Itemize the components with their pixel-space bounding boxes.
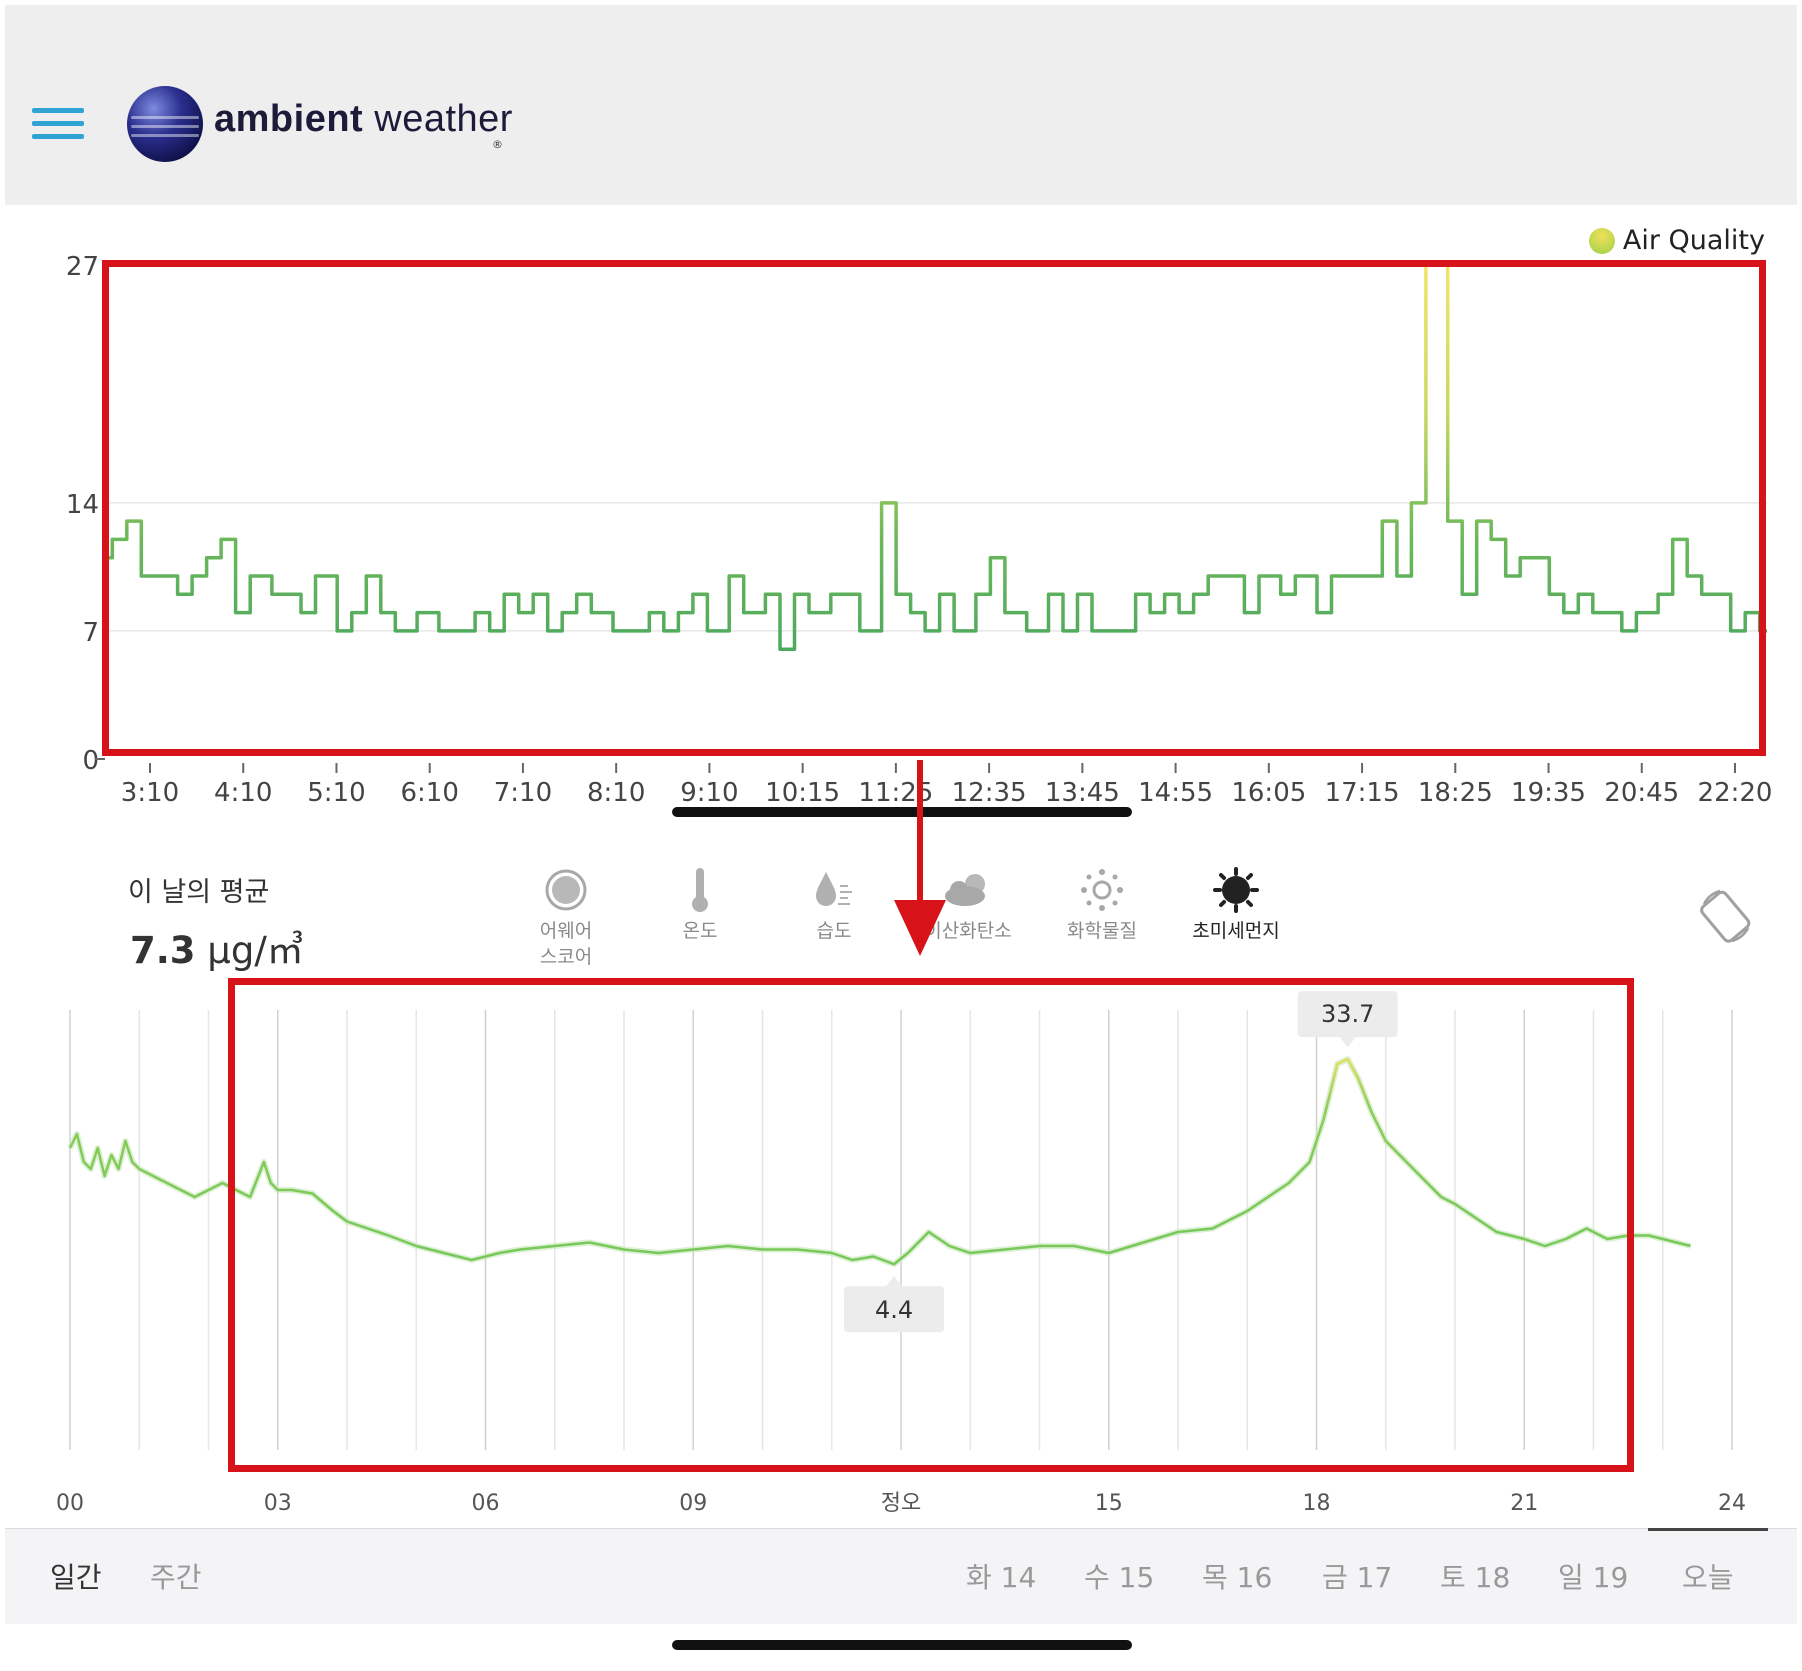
day-tab-fri[interactable]: 금 17	[1322, 1561, 1393, 1594]
metric-label: 화학물질	[1067, 920, 1137, 942]
x-tick-label: 06	[472, 1491, 500, 1516]
min-callout-pointer	[886, 1276, 903, 1287]
thermometer-icon	[692, 868, 708, 912]
air-quality-line-chart: 0 7 14 27 3:10 4:10 5:10 6:10 7:10 8:10 9:10 10:15 1…	[66, 252, 1773, 808]
min-callout-box	[844, 1286, 945, 1333]
x-tick-label: 9:10	[680, 778, 738, 808]
day-tab-wed[interactable]: 수 15	[1084, 1561, 1155, 1594]
max-value-label: 33.7	[1321, 1000, 1374, 1028]
x-tick-label: 20:45	[1604, 778, 1679, 808]
divider	[5, 1528, 1797, 1529]
pm25-icon	[1213, 867, 1259, 913]
tab-weekly[interactable]: 주간	[150, 1561, 202, 1594]
x-tick-label: 03	[264, 1491, 292, 1516]
tab-daily[interactable]: 일간	[50, 1561, 102, 1594]
x-tick-label: 정오	[881, 1491, 921, 1516]
x-tick-label: 8:10	[587, 778, 645, 808]
app-header	[5, 5, 1797, 205]
x-tick-label: 18	[1303, 1491, 1331, 1516]
chemical-icon	[1081, 869, 1123, 911]
metric-label: 습도	[816, 920, 852, 942]
metric-label: 온도	[682, 920, 718, 942]
air-quality-chart-panel: 0 7 14 27 3:10 4:10 5:10 6:10 7:10 8:10 9:10 10:15 1…	[5, 205, 1797, 831]
x-tick-label: 22:20	[1698, 778, 1773, 808]
x-tick-label: 12:35	[952, 778, 1027, 808]
x-tick-label: 19:35	[1511, 778, 1586, 808]
x-tick-label: 00	[56, 1491, 84, 1516]
rotate-screen-icon[interactable]	[1696, 886, 1756, 946]
x-tick-label: 13:45	[1045, 778, 1120, 808]
x-tick-label: 21	[1510, 1491, 1538, 1516]
metric-co2[interactable]: 이산화탄소	[908, 862, 1028, 944]
highlight-box-bottom	[228, 978, 1634, 1472]
y-tick-label: 0	[82, 746, 99, 776]
period-tabs-bar	[5, 1529, 1797, 1624]
x-tick-label: 15	[1095, 1491, 1123, 1516]
metric-temperature[interactable]: 온도	[640, 862, 760, 944]
pm25-series-line	[68, 1057, 1691, 1266]
x-tick-label: 09	[679, 1491, 707, 1516]
air-quality-series-line	[105, 263, 1767, 651]
x-tick-label: 14:55	[1138, 778, 1213, 808]
awair-score-icon	[545, 869, 587, 911]
min-value-label: 4.4	[875, 1296, 913, 1324]
day-tab-sat[interactable]: 토 18	[1440, 1561, 1511, 1594]
x-tick-label: 24	[1718, 1491, 1746, 1516]
x-tick-label: 16:05	[1231, 778, 1306, 808]
day-tab-today[interactable]: 오늘	[1682, 1561, 1734, 1594]
humidity-drop-icon	[816, 872, 852, 906]
x-tick-label: 4:10	[214, 778, 272, 808]
ambient-weather-logo-icon	[127, 86, 203, 162]
y-tick-label: 7	[82, 618, 99, 648]
active-tab-underline	[1648, 1528, 1768, 1531]
x-tick-label: 18:25	[1418, 778, 1493, 808]
cloud-co2-icon	[945, 874, 985, 906]
logo-text: ambient weather	[214, 98, 513, 140]
daily-average-value: 7.3 μg/㎥	[130, 929, 304, 972]
metric-chemicals[interactable]: 화학물질	[1042, 862, 1162, 944]
metric-label: 어웨어 스코어	[539, 920, 593, 968]
hamburger-menu-icon[interactable]	[32, 108, 84, 140]
day-tab-sun[interactable]: 일 19	[1558, 1561, 1629, 1594]
x-tick-label: 10:15	[765, 778, 840, 808]
home-indicator	[672, 1640, 1132, 1650]
max-callout-pointer	[1339, 1037, 1356, 1048]
highlight-box-top	[102, 260, 1766, 756]
chart-legend[interactable]: Air Quality	[1588, 225, 1765, 256]
metric-awair-score[interactable]: 어웨어 스코어	[506, 862, 626, 970]
x-tick-label: 7:10	[494, 778, 552, 808]
air-quality-legend-dot-icon	[1588, 227, 1615, 254]
metric-pm25[interactable]: 초미세먼지	[1176, 862, 1296, 944]
pm25-daily-chart: 33.7 4.4 00 03 06 09 정오 15 18 21 24	[56, 991, 1746, 1516]
registered-mark: ®	[492, 138, 503, 151]
red-arrow-icon	[894, 760, 946, 956]
y-tick-label: 14	[66, 490, 99, 520]
y-tick-label: 27	[66, 252, 99, 282]
x-tick-label: 6:10	[401, 778, 459, 808]
metric-humidity[interactable]: 습도	[774, 862, 894, 944]
legend-label: Air Quality	[1622, 225, 1765, 256]
day-tab-thu[interactable]: 목 16	[1202, 1561, 1273, 1594]
metric-label: 초미세먼지	[1192, 920, 1280, 942]
day-tab-tue[interactable]: 화 14	[966, 1561, 1037, 1594]
metric-label: 이산화탄소	[924, 920, 1012, 942]
daily-average-label: 이 날의 평균	[128, 877, 270, 908]
max-callout-box	[1297, 991, 1398, 1038]
x-tick-label: 5:10	[307, 778, 365, 808]
x-tick-label: 3:10	[121, 778, 179, 808]
x-tick-label: 17:15	[1325, 778, 1400, 808]
home-indicator-top	[672, 807, 1132, 817]
